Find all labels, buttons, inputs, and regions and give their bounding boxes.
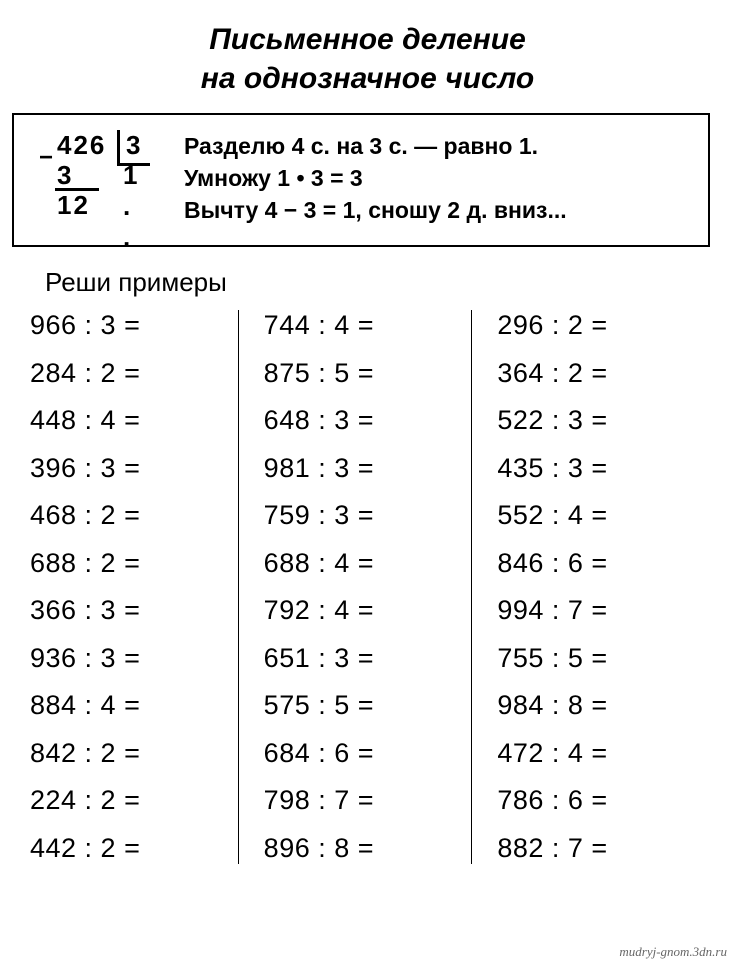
- section-label: Реши примеры: [45, 267, 735, 298]
- explain-line2: Умножу 1 • 3 = 3: [184, 162, 698, 194]
- column-1: 966 : 3 = 284 : 2 = 448 : 4 = 396 : 3 = 468 …: [30, 310, 238, 864]
- ld-dividend: 426: [57, 130, 106, 161]
- explain-line3: Вычту 4 − 3 = 1, сношу 2 д. вниз...: [184, 194, 698, 226]
- problem: 786 : 6 =: [497, 785, 705, 816]
- problem: 759 : 3 =: [264, 500, 472, 531]
- problem: 842 : 2 =: [30, 738, 238, 769]
- column-3: 296 : 2 = 364 : 2 = 522 : 3 = 435 : 3 = 552 …: [471, 310, 705, 864]
- problem: 648 : 3 =: [264, 405, 472, 436]
- problems-grid: 966 : 3 = 284 : 2 = 448 : 4 = 396 : 3 = 468 …: [0, 310, 735, 864]
- problem: 296 : 2 =: [497, 310, 705, 341]
- ld-quotient: 1 . .: [123, 160, 154, 253]
- problem: 896 : 8 =: [264, 833, 472, 864]
- problem: 688 : 4 =: [264, 548, 472, 579]
- problem: 364 : 2 =: [497, 358, 705, 389]
- problem: 792 : 4 =: [264, 595, 472, 626]
- problem: 448 : 4 =: [30, 405, 238, 436]
- watermark: mudryj-gnom.3dn.ru: [619, 944, 727, 960]
- problem: 882 : 7 =: [497, 833, 705, 864]
- problem: 981 : 3 =: [264, 453, 472, 484]
- long-division: − 426 3 1 . . 3 12: [39, 130, 154, 230]
- ld-minus: −: [39, 144, 53, 172]
- problem: 552 : 4 =: [497, 500, 705, 531]
- problem: 755 : 5 =: [497, 643, 705, 674]
- page-title: Письменное деление на однозначное число: [0, 0, 735, 113]
- title-line2: на однозначное число: [0, 59, 735, 98]
- problem: 366 : 3 =: [30, 595, 238, 626]
- problem: 575 : 5 =: [264, 690, 472, 721]
- problem: 435 : 3 =: [497, 453, 705, 484]
- problem: 396 : 3 =: [30, 453, 238, 484]
- explain-line1: Разделю 4 с. на 3 с. — равно 1.: [184, 130, 698, 162]
- explanation: Разделю 4 с. на 3 с. — равно 1. Умножу 1…: [184, 130, 698, 227]
- problem: 936 : 3 =: [30, 643, 238, 674]
- column-2: 744 : 4 = 875 : 5 = 648 : 3 = 981 : 3 = 759 …: [238, 310, 472, 864]
- title-line1: Письменное деление: [0, 20, 735, 59]
- problem: 684 : 6 =: [264, 738, 472, 769]
- problem: 744 : 4 =: [264, 310, 472, 341]
- ld-subtrahend: 3: [57, 160, 73, 191]
- problem: 468 : 2 =: [30, 500, 238, 531]
- problem: 651 : 3 =: [264, 643, 472, 674]
- problem: 798 : 7 =: [264, 785, 472, 816]
- problem: 884 : 4 =: [30, 690, 238, 721]
- problem: 846 : 6 =: [497, 548, 705, 579]
- problem: 994 : 7 =: [497, 595, 705, 626]
- problem: 442 : 2 =: [30, 833, 238, 864]
- problem: 984 : 8 =: [497, 690, 705, 721]
- problem: 688 : 2 =: [30, 548, 238, 579]
- problem: 522 : 3 =: [497, 405, 705, 436]
- problem: 284 : 2 =: [30, 358, 238, 389]
- example-box: − 426 3 1 . . 3 12 Разделю 4 с. на 3 с. …: [12, 113, 710, 247]
- problem: 875 : 5 =: [264, 358, 472, 389]
- ld-remainder: 12: [57, 190, 90, 221]
- problem: 224 : 2 =: [30, 785, 238, 816]
- problem: 966 : 3 =: [30, 310, 238, 341]
- problem: 472 : 4 =: [497, 738, 705, 769]
